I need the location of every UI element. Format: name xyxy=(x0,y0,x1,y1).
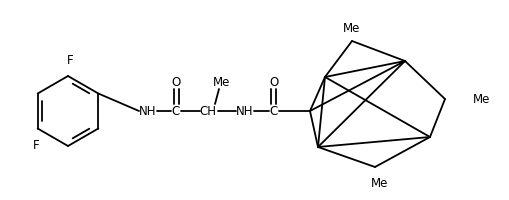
Text: Me: Me xyxy=(343,22,361,35)
Text: F: F xyxy=(33,138,39,151)
Text: Me: Me xyxy=(473,93,490,106)
Text: C: C xyxy=(270,105,278,118)
Text: F: F xyxy=(67,54,73,67)
Text: O: O xyxy=(172,76,181,89)
Text: O: O xyxy=(269,76,278,89)
Text: NH: NH xyxy=(139,105,157,118)
Text: C: C xyxy=(172,105,180,118)
Text: NH: NH xyxy=(236,105,254,118)
Text: Me: Me xyxy=(213,76,231,89)
Text: CH: CH xyxy=(200,105,216,118)
Text: Me: Me xyxy=(371,177,389,190)
